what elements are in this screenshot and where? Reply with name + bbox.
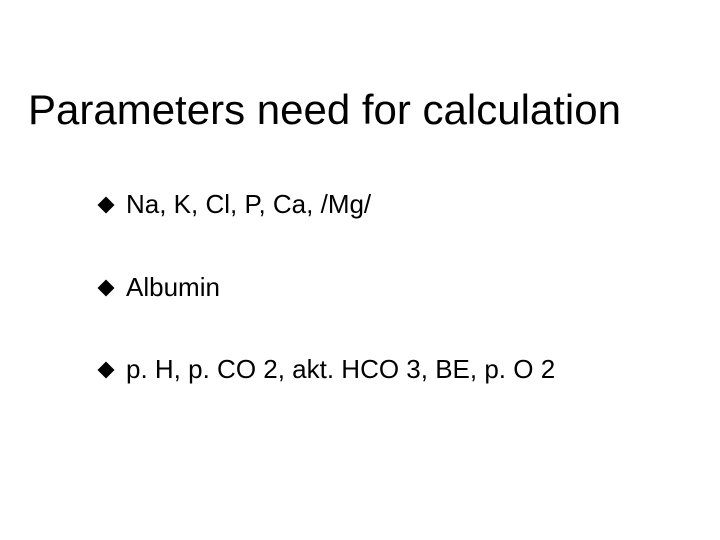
slide-title: Parameters need for calculation (28, 86, 621, 134)
list-item: p. H, p. CO 2, akt. HCO 3, BE, p. O 2 (100, 355, 555, 384)
diamond-icon (98, 279, 115, 296)
diamond-icon (98, 362, 115, 379)
bullet-text: Albumin (126, 273, 220, 302)
diamond-icon (98, 197, 115, 214)
slide: Parameters need for calculation Na, K, C… (0, 0, 720, 540)
bullet-text: p. H, p. CO 2, akt. HCO 3, BE, p. O 2 (126, 355, 555, 384)
bullet-list: Na, K, Cl, P, Ca, /Mg/ Albumin p. H, p. … (100, 190, 555, 384)
bullet-text: Na, K, Cl, P, Ca, /Mg/ (126, 190, 371, 219)
list-item: Albumin (100, 273, 555, 302)
list-item: Na, K, Cl, P, Ca, /Mg/ (100, 190, 555, 219)
